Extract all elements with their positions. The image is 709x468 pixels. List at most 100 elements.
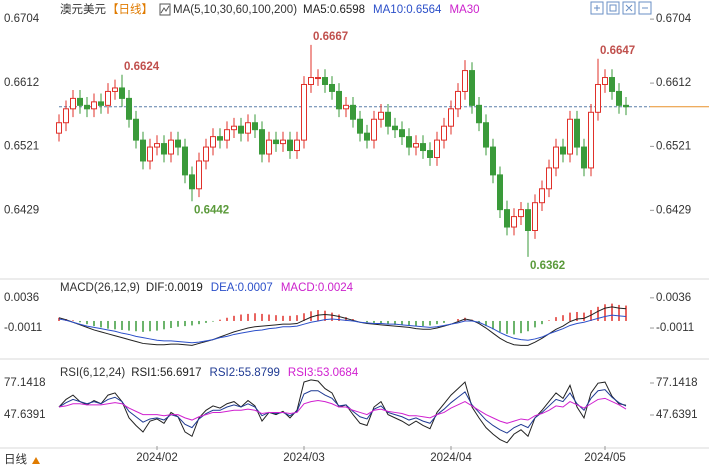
candle-body	[133, 118, 139, 141]
ma-legend-title: MA(5,10,30,60,100,200)	[173, 4, 297, 16]
toolbar-button[interactable]	[638, 1, 652, 15]
period-tab-arrow[interactable]	[32, 457, 40, 464]
toolbar-glyphs	[594, 4, 648, 12]
y-tick-label-left: 0.6429	[4, 204, 39, 216]
y-tick-label-right: 0.0036	[656, 292, 691, 304]
candle-body	[588, 111, 594, 169]
y-tick-label-left: 0.6521	[4, 140, 39, 152]
candle-body	[420, 143, 426, 152]
candle-body	[126, 97, 132, 120]
candle-body	[448, 108, 454, 127]
settings-icon[interactable]	[159, 3, 171, 16]
candle-body	[497, 174, 503, 211]
candle-body	[343, 104, 349, 110]
toolbar-button[interactable]	[622, 1, 636, 15]
legend-entry: DEA:0.0007	[211, 282, 273, 294]
legend-entry: RSI3:53.0684	[288, 367, 359, 379]
candle-body	[378, 111, 384, 120]
toolbar	[590, 1, 652, 15]
candle-body	[112, 87, 118, 92]
candle-body	[616, 90, 622, 106]
candle-body	[623, 104, 629, 108]
candle-body	[154, 143, 160, 148]
candle-body	[266, 139, 272, 155]
candle-body	[224, 129, 230, 141]
candle-body	[609, 77, 615, 92]
legend-entry: MA5:0.6598	[303, 4, 365, 16]
candle-body	[574, 118, 580, 148]
candle-body	[392, 125, 398, 131]
period-tab[interactable]: 日线	[4, 452, 27, 466]
y-tick-label-left: 47.6391	[4, 409, 46, 421]
legend-entry: DIF:0.0019	[146, 282, 203, 294]
candle-body	[252, 122, 258, 131]
high-label: 0.6647	[600, 45, 635, 57]
candle-body	[546, 167, 552, 190]
candle-body	[371, 118, 377, 141]
candle-body	[308, 77, 314, 85]
series-line	[58, 314, 627, 344]
legend-entry: RSI2:55.8799	[210, 367, 280, 379]
candle-body	[469, 70, 475, 106]
y-tick-label-right: 0.6429	[656, 204, 691, 216]
legend-entry: MA30	[449, 4, 479, 16]
candle-body	[294, 139, 300, 152]
legend-entry: RSI1:56.6917	[131, 367, 201, 379]
series-line	[58, 379, 627, 444]
low-label: 0.6362	[530, 260, 565, 272]
candle-body	[399, 129, 405, 138]
candle-body	[105, 90, 111, 106]
x-tick-label: 2024/05	[584, 452, 626, 464]
candle-body	[490, 146, 496, 176]
candle-body	[56, 122, 62, 134]
y-tick-label-left: -0.0011	[4, 322, 42, 334]
candle-body	[238, 125, 244, 134]
candle-body	[595, 83, 601, 113]
candle-body	[280, 139, 286, 145]
candle-body	[567, 118, 573, 155]
candle-body	[602, 77, 608, 85]
candle-body	[147, 146, 153, 162]
candle-body	[560, 146, 566, 155]
candle-body	[210, 136, 216, 148]
period-label[interactable]: 【日线】	[107, 2, 153, 16]
low-label: 0.6442	[194, 204, 229, 216]
candle-body	[98, 101, 104, 106]
candle-body	[350, 104, 356, 120]
candle-body	[315, 77, 321, 80]
candle-body	[581, 146, 587, 169]
candle-body	[518, 209, 524, 218]
candle-body	[357, 118, 363, 134]
candle-body	[504, 209, 510, 228]
candle-body	[182, 146, 188, 176]
legend-entry: MACD:0.0024	[281, 282, 354, 294]
candle-body	[287, 139, 293, 152]
candle-body	[189, 174, 195, 190]
series-line	[58, 389, 627, 434]
high-label: 0.6624	[124, 61, 160, 73]
y-tick-label-right: -0.0011	[656, 322, 694, 334]
candle-body	[217, 136, 223, 141]
icon-frame	[159, 3, 171, 16]
candle-body	[441, 125, 447, 141]
y-tick-label-left: 0.0036	[4, 292, 39, 304]
x-tick-label: 2024/04	[430, 452, 472, 464]
toolbar-button[interactable]	[606, 1, 620, 15]
candle-body	[140, 139, 146, 162]
candle-body	[434, 139, 440, 158]
candle-body	[63, 108, 69, 124]
candle-body	[161, 143, 167, 155]
candle-body	[322, 77, 328, 85]
y-tick-label-right: 77.1418	[656, 377, 698, 389]
candle-body	[364, 132, 370, 141]
candle-body	[511, 216, 517, 228]
candle-body	[406, 136, 412, 148]
series-line	[58, 397, 627, 424]
candle-body	[553, 146, 559, 169]
series-line	[58, 306, 627, 346]
high-label: 0.6667	[313, 31, 348, 43]
toolbar-button[interactable]	[590, 1, 604, 15]
